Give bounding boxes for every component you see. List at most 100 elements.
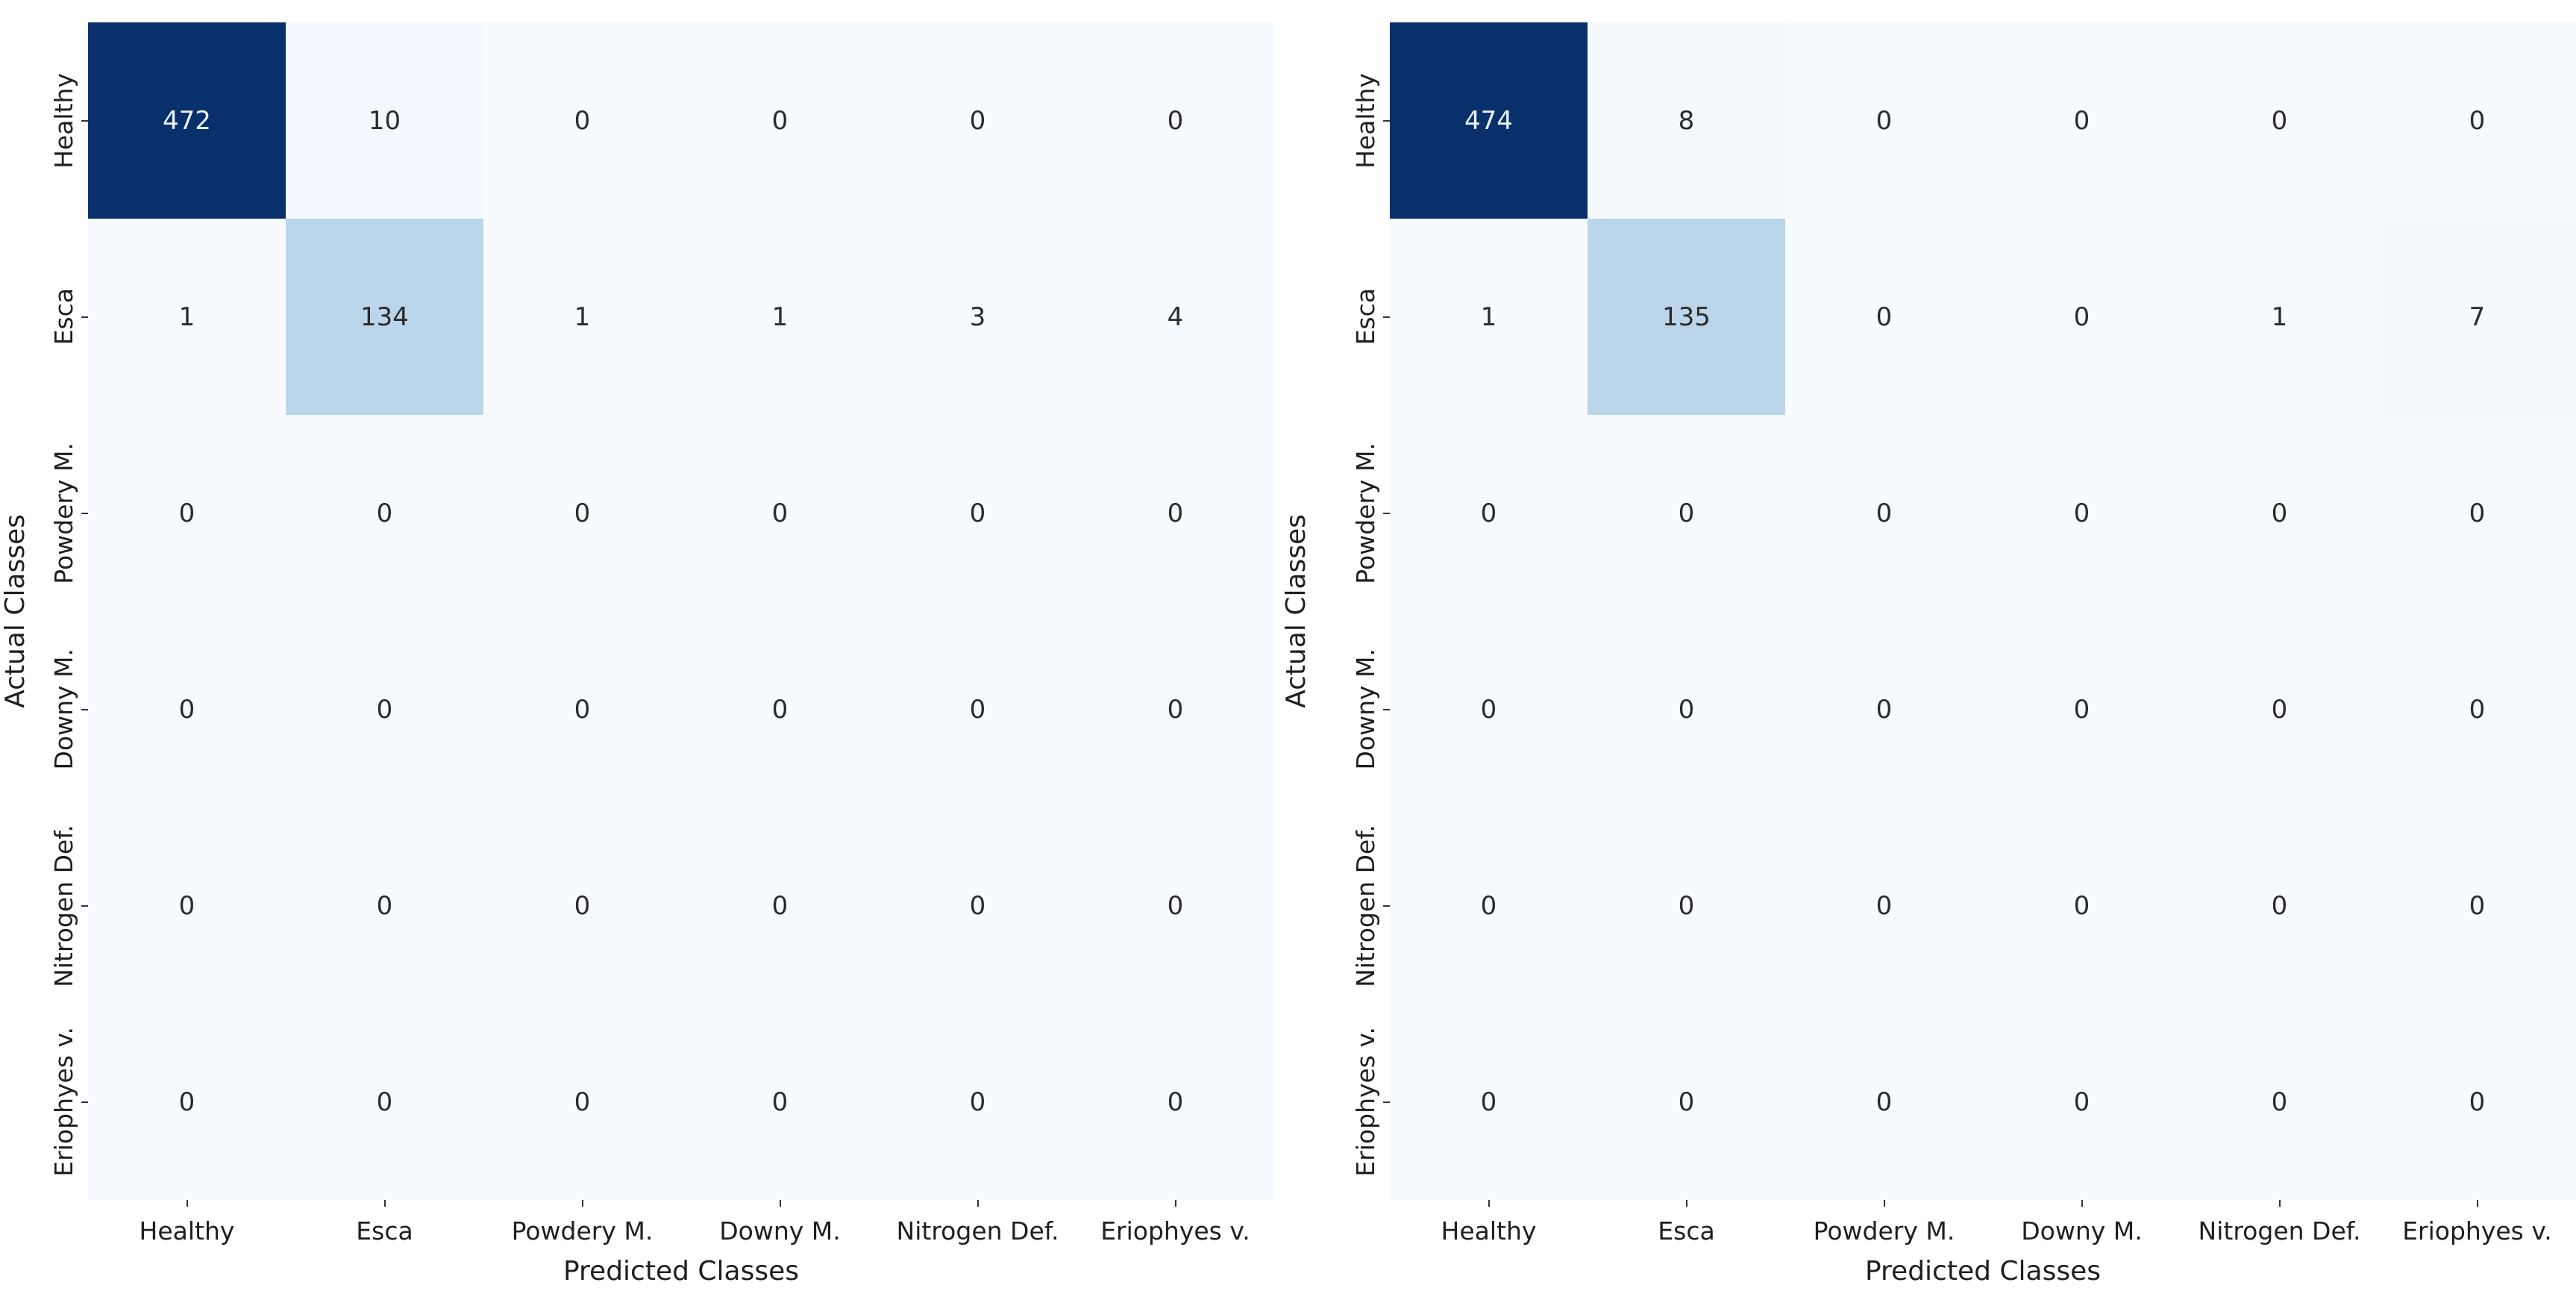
heatmap-cell: 0 [2181,807,2378,1004]
y-axis-title-container: Actual Classes [1274,22,1317,1200]
heatmap-cell: 0 [2378,611,2576,807]
heatmap-cell: 0 [1588,415,1785,611]
x-axis-title: Predicted Classes [562,1256,800,1287]
heatmap-cell: 1 [681,219,879,415]
heatmap-cell: 0 [1785,22,1983,219]
x-tick-label: Eriophyes v. [1100,1216,1250,1246]
y-tick-mark [1380,415,1390,611]
heatmap-cell: 8 [1588,22,1785,219]
heatmap-cell: 0 [1983,1004,2181,1200]
heatmap-grid: 474 8 0 0 0 0 1 135 0 0 1 7 0 0 0 0 0 0 0 0 0 0 0 0 0 0 0 0 0 0 0 0 0 0 0 0 [1390,22,2576,1200]
x-tick-label: Healthy [1441,1216,1537,1246]
heatmap-cell: 0 [2181,611,2378,807]
y-tick-label-text: Downy M. [1351,648,1380,770]
heatmap-cell: 0 [483,1004,681,1200]
y-tick-labels: Healthy Esca Powdery M. Downy M. Nitrogen De… [1317,22,1380,1200]
x-tick-label: Healthy [139,1216,235,1246]
heatmap-cell: 1 [2181,219,2378,415]
heatmap-cell: 0 [1077,22,1274,219]
heatmap-cell: 0 [1390,1004,1588,1200]
heatmap-cell: 0 [88,415,286,611]
y-axis-title: Actual Classes [0,514,31,708]
x-tick-mark [1390,1200,1588,1210]
y-tick-label: Nitrogen Def. [30,807,78,1004]
heatmap-cell: 0 [2378,1004,2576,1200]
y-tick-mark [1380,219,1390,415]
heatmap-cell: 0 [286,611,483,807]
heatmap-cell: 0 [1983,807,2181,1004]
y-tick-label-text: Esca [1351,288,1380,346]
y-tick-mark [78,807,88,1004]
y-tick-mark [1380,611,1390,807]
x-tick-label: Esca [1658,1216,1715,1246]
x-tick-mark [1983,1200,2181,1210]
y-axis-title-container: Actual Classes [0,22,31,1200]
heatmap-cell: 0 [1785,219,1983,415]
x-tick-label: Eriophyes v. [2402,1216,2552,1246]
y-tick-labels: Healthy Esca Powdery M. Downy M. Nitrogen De… [30,22,78,1200]
y-tick-label: Powdery M. [1317,415,1380,611]
x-tick-mark [879,1200,1077,1210]
y-tick-label-text: Nitrogen Def. [49,824,78,987]
heatmap-cell: 0 [2181,415,2378,611]
heatmap-cell: 0 [1588,611,1785,807]
x-tick-mark [681,1200,879,1210]
heatmap-cell: 0 [879,22,1077,219]
x-tick-marks [88,1200,1274,1210]
y-tick-label: Powdery M. [30,415,78,611]
y-tick-mark [78,1004,88,1200]
y-tick-label-text: Eriophyes v. [49,1027,78,1177]
heatmap-cell: 0 [1077,807,1274,1004]
x-tick-labels: Healthy Esca Powdery M. Downy M. Nitrogen De… [88,1210,1274,1251]
heatmap-cell: 1 [483,219,681,415]
heatmap-cell: 0 [88,1004,286,1200]
heatmap-cell: 0 [1785,1004,1983,1200]
y-tick-label: Esca [1317,219,1380,415]
x-axis-title: Predicted Classes [1864,1256,2102,1287]
y-tick-mark [1380,22,1390,219]
heatmap-cell: 0 [1785,415,1983,611]
heatmap-cell: 0 [1077,415,1274,611]
y-tick-mark [1380,1004,1390,1200]
heatmap-cell: 135 [1588,219,1785,415]
heatmap-cell: 0 [2378,22,2576,219]
heatmap-cell: 0 [88,807,286,1004]
x-tick-mark [2181,1200,2378,1210]
heatmap-cell: 0 [1785,807,1983,1004]
heatmap-cell: 0 [88,611,286,807]
x-tick-mark [2378,1200,2576,1210]
x-tick-mark [1785,1200,1983,1210]
heatmap-cell: 0 [681,22,879,219]
heatmap-cell: 0 [681,415,879,611]
x-tick-label: Downy M. [2021,1216,2143,1246]
x-tick-labels: Healthy Esca Powdery M. Downy M. Nitrogen De… [1390,1210,2576,1251]
heatmap-cell: 134 [286,219,483,415]
heatmap-cell: 0 [2181,1004,2378,1200]
heatmap-cell: 7 [2378,219,2576,415]
heatmap-cell: 472 [88,22,286,219]
heatmap-cell: 0 [1588,807,1785,1004]
y-tick-label-text: Healthy [1351,72,1380,169]
heatmap-grid: 472 10 0 0 0 0 1 134 1 1 3 4 0 0 0 0 0 0 0 0 0 0 0 0 0 0 0 0 0 0 0 0 0 0 0… [88,22,1274,1200]
heatmap-cell: 0 [1983,219,2181,415]
y-tick-label-text: Eriophyes v. [1351,1027,1380,1177]
y-tick-label-text: Downy M. [49,648,78,770]
heatmap-cell: 0 [2378,415,2576,611]
y-tick-mark [78,415,88,611]
heatmap-cell: 10 [286,22,483,219]
heatmap-cell: 0 [1983,611,2181,807]
y-tick-label: Downy M. [30,611,78,807]
heatmap-cell: 474 [1390,22,1588,219]
y-tick-label-text: Nitrogen Def. [1351,824,1380,987]
x-tick-label: Nitrogen Def. [2198,1216,2361,1246]
heatmap-cell: 0 [1390,611,1588,807]
y-tick-label-text: Powdery M. [1351,442,1380,584]
y-tick-label: Healthy [30,22,78,219]
y-tick-label: Esca [30,219,78,415]
heatmap-cell: 0 [879,415,1077,611]
heatmap-cell: 0 [879,1004,1077,1200]
heatmap-cell: 1 [1390,219,1588,415]
heatmap-cell: 0 [681,807,879,1004]
heatmap-cell: 0 [2378,807,2576,1004]
